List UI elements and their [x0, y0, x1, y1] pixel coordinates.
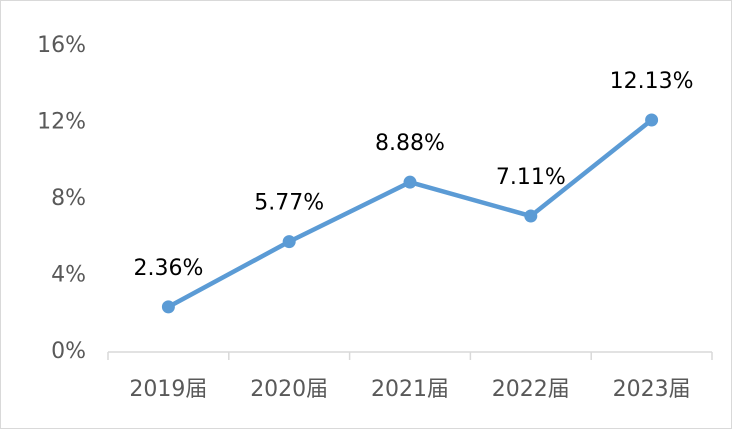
y-tick-label: 8%: [51, 186, 86, 211]
data-point: [403, 175, 417, 189]
y-tick-label: 16%: [37, 33, 86, 58]
data-point: [282, 235, 296, 249]
y-tick-label: 12%: [37, 110, 86, 135]
data-label: 12.13%: [610, 69, 694, 94]
data-point: [161, 300, 175, 314]
x-tick-label: 2022届: [492, 377, 570, 402]
y-tick-label: 4%: [51, 263, 86, 288]
data-label: 5.77%: [254, 191, 324, 216]
y-tick-label: 0%: [51, 339, 86, 364]
x-tick-label: 2019届: [129, 377, 207, 402]
x-tick-label: 2021届: [371, 377, 449, 402]
x-tick-label: 2023届: [613, 377, 691, 402]
x-tick-label: 2020届: [250, 377, 328, 402]
data-label: 7.11%: [496, 165, 566, 190]
data-label: 8.88%: [375, 131, 445, 156]
data-point: [524, 209, 538, 223]
data-point: [645, 113, 659, 127]
data-label: 2.36%: [133, 256, 203, 281]
